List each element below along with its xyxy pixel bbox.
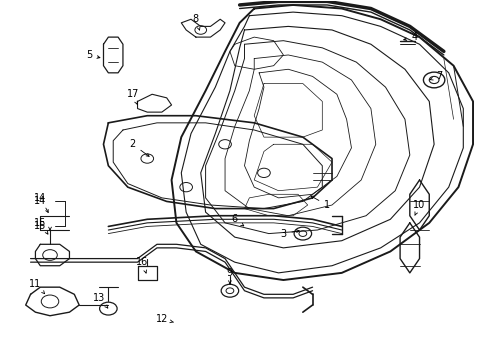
Text: 15: 15 <box>34 218 48 234</box>
Text: 13: 13 <box>92 293 107 308</box>
Text: 7: 7 <box>429 71 441 81</box>
Text: 8: 8 <box>192 14 200 30</box>
Text: 11: 11 <box>29 279 44 294</box>
Text: 16: 16 <box>136 257 148 273</box>
Text: 10: 10 <box>412 200 425 215</box>
Text: 1: 1 <box>310 196 329 210</box>
Text: 5: 5 <box>85 50 100 60</box>
Text: 12: 12 <box>155 314 173 324</box>
Text: 3: 3 <box>280 229 299 239</box>
Text: 15: 15 <box>34 221 46 231</box>
Text: 2: 2 <box>129 139 149 156</box>
Text: 4: 4 <box>403 32 417 42</box>
Text: 14: 14 <box>34 193 48 212</box>
Text: 14: 14 <box>34 197 46 206</box>
Text: 17: 17 <box>126 89 139 105</box>
Text: 6: 6 <box>231 214 243 226</box>
Text: 9: 9 <box>226 268 232 284</box>
